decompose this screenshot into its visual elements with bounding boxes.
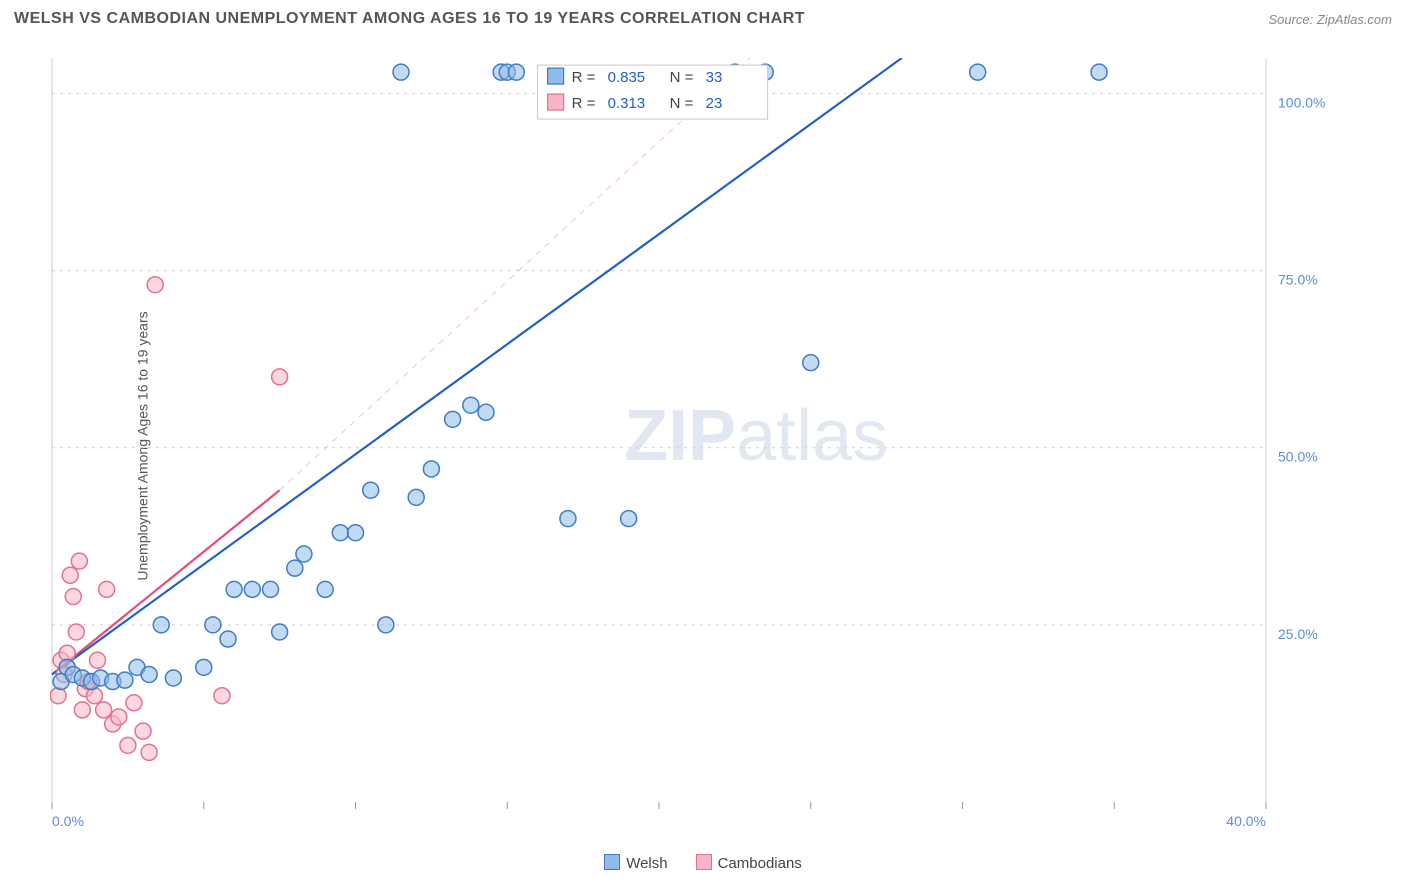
data-point-cambodians xyxy=(96,702,112,718)
data-point-cambodians xyxy=(62,567,78,583)
legend-stats: R = 0.835 N = 33 R = 0.313 N = 23 xyxy=(538,65,768,119)
legend-label: Welsh xyxy=(626,855,667,872)
svg-text:N =: N = xyxy=(670,69,694,86)
data-point-welsh xyxy=(803,355,819,371)
data-point-welsh xyxy=(423,461,439,477)
chart-header: WELSH VS CAMBODIAN UNEMPLOYMENT AMONG AG… xyxy=(14,10,1392,28)
data-point-cambodians xyxy=(74,702,90,718)
data-point-cambodians xyxy=(65,589,81,605)
data-point-cambodians xyxy=(111,709,127,725)
data-point-welsh xyxy=(478,404,494,420)
y-tick-label: 100.0% xyxy=(1278,94,1325,110)
data-point-welsh xyxy=(393,64,409,80)
chart-title: WELSH VS CAMBODIAN UNEMPLOYMENT AMONG AG… xyxy=(14,10,805,28)
data-point-cambodians xyxy=(126,695,142,711)
y-tick-label: 25.0% xyxy=(1278,626,1318,642)
svg-text:33: 33 xyxy=(706,69,723,86)
data-point-welsh xyxy=(378,617,394,633)
source-label: Source: xyxy=(1268,12,1316,27)
data-point-welsh xyxy=(317,581,333,597)
x-tick-label: 0.0% xyxy=(52,813,84,829)
data-point-welsh xyxy=(508,64,524,80)
legend-item: Welsh xyxy=(604,854,667,872)
data-point-welsh xyxy=(348,525,364,541)
data-point-welsh xyxy=(463,397,479,413)
trend-line xyxy=(52,58,902,674)
data-point-welsh xyxy=(560,511,576,527)
source-name: ZipAtlas.com xyxy=(1317,12,1392,27)
data-point-welsh xyxy=(117,672,133,688)
y-tick-label: 75.0% xyxy=(1278,272,1318,288)
data-point-welsh xyxy=(226,581,242,597)
data-point-cambodians xyxy=(147,277,163,293)
svg-text:0.313: 0.313 xyxy=(608,95,646,112)
legend-label: Cambodians xyxy=(718,855,802,872)
scatter-chart: 25.0% 50.0% 75.0% 100.0% 0.0% 40.0% ZIPatlas R … xyxy=(50,48,1326,832)
data-point-welsh xyxy=(621,511,637,527)
svg-text:R =: R = xyxy=(572,69,596,86)
data-point-welsh xyxy=(408,489,424,505)
svg-text:0.835: 0.835 xyxy=(608,69,646,86)
svg-text:23: 23 xyxy=(706,95,723,112)
legend-bottom: Welsh Cambodians xyxy=(0,854,1406,872)
data-point-cambodians xyxy=(272,369,288,385)
x-tick-label: 40.0% xyxy=(1226,813,1266,829)
data-point-cambodians xyxy=(50,688,66,704)
source-attribution: Source: ZipAtlas.com xyxy=(1268,12,1392,27)
data-point-welsh xyxy=(205,617,221,633)
data-point-welsh xyxy=(287,560,303,576)
data-point-cambodians xyxy=(120,737,136,753)
data-point-welsh xyxy=(165,670,181,686)
plot-area: 25.0% 50.0% 75.0% 100.0% 0.0% 40.0% ZIPatlas R … xyxy=(50,48,1326,832)
data-point-welsh xyxy=(220,631,236,647)
data-point-welsh xyxy=(153,617,169,633)
legend-swatch xyxy=(696,854,712,870)
data-point-cambodians xyxy=(214,688,230,704)
trend-line xyxy=(52,490,280,674)
data-point-cambodians xyxy=(141,744,157,760)
data-point-welsh xyxy=(445,411,461,427)
data-point-welsh xyxy=(141,666,157,682)
y-tick-label: 50.0% xyxy=(1278,449,1318,465)
svg-text:N =: N = xyxy=(670,95,694,112)
data-point-welsh xyxy=(296,546,312,562)
data-point-cambodians xyxy=(99,581,115,597)
data-point-welsh xyxy=(244,581,260,597)
data-point-welsh xyxy=(263,581,279,597)
data-point-cambodians xyxy=(135,723,151,739)
data-point-welsh xyxy=(970,64,986,80)
data-point-welsh xyxy=(363,482,379,498)
legend-swatch xyxy=(604,854,620,870)
data-point-cambodians xyxy=(90,652,106,668)
data-point-welsh xyxy=(1091,64,1107,80)
watermark: ZIPatlas xyxy=(624,396,888,476)
data-point-cambodians xyxy=(68,624,84,640)
data-point-cambodians xyxy=(86,688,102,704)
data-point-welsh xyxy=(196,659,212,675)
svg-text:R =: R = xyxy=(572,95,596,112)
data-point-welsh xyxy=(272,624,288,640)
legend-item: Cambodians xyxy=(696,854,802,872)
data-point-cambodians xyxy=(71,553,87,569)
data-point-welsh xyxy=(332,525,348,541)
